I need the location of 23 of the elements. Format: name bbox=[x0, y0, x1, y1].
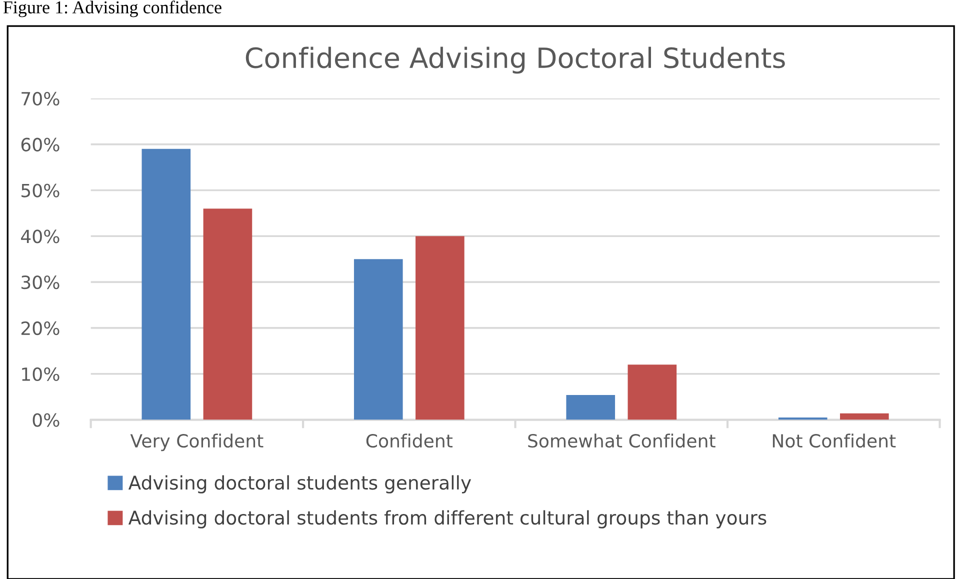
chart-title: Confidence Advising Doctoral Students bbox=[246, 46, 785, 74]
y-tick-label: 30% bbox=[22, 276, 60, 290]
caption: Figure 1: Advising confidence bbox=[3, 0, 222, 18]
x-tick-label: Very Confident bbox=[130, 434, 264, 452]
y-tick-label: 0% bbox=[32, 413, 60, 427]
y-tick-label: 10% bbox=[22, 367, 60, 381]
legend-label: Advising doctoral students from different cultural groups than yours bbox=[128, 510, 766, 528]
legend-label: Advising doctoral students generally bbox=[128, 475, 472, 494]
bar bbox=[566, 394, 616, 420]
bar bbox=[416, 236, 464, 420]
y-tick-label: 70% bbox=[22, 92, 60, 106]
bar bbox=[203, 208, 252, 420]
y-tick-label: 20% bbox=[21, 321, 60, 336]
bar bbox=[142, 148, 191, 420]
y-tick-label: 40% bbox=[21, 230, 60, 244]
x-tick-label: Confident bbox=[366, 434, 453, 448]
bar bbox=[840, 413, 889, 420]
bar bbox=[354, 259, 403, 420]
x-tick-label: Somewhat Confident bbox=[528, 434, 716, 448]
x-tick-label: Not Confident bbox=[772, 434, 896, 448]
y-tick-label: 60% bbox=[21, 138, 60, 152]
bar bbox=[628, 364, 677, 420]
y-tick-label: 50% bbox=[22, 184, 60, 198]
